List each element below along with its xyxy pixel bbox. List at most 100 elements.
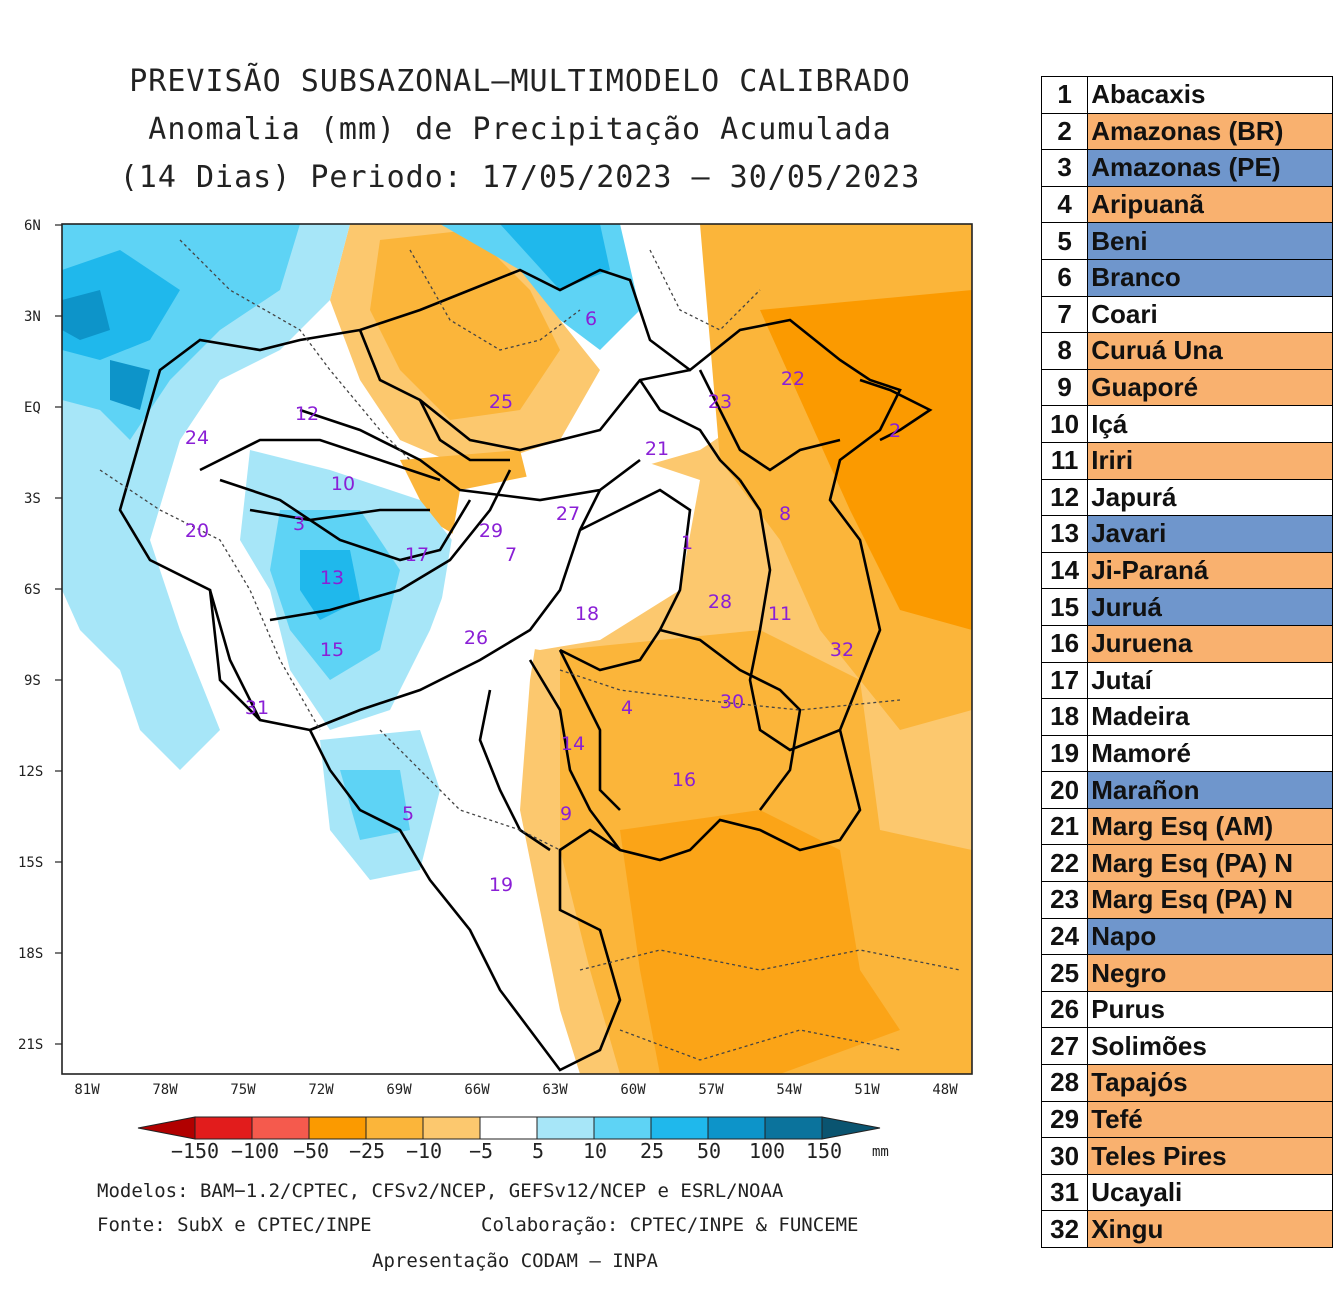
basin-name: Jutaí: [1087, 661, 1333, 700]
basin-marker: 20: [185, 520, 209, 542]
lon-label: 57W: [698, 1082, 724, 1098]
basin-number: 6: [1040, 258, 1089, 297]
map-title-line-2: Anomalia (mm) de Precipitação Acumulada: [148, 112, 892, 147]
basin-row: 2 Amazonas (BR): [1040, 112, 1333, 151]
lon-label: 78W: [152, 1082, 178, 1098]
basin-number: 1: [1040, 76, 1089, 114]
colorbar-segment: [650, 1116, 709, 1140]
basin-name: Napo: [1087, 917, 1333, 956]
basin-marker: 21: [645, 438, 669, 460]
basin-name: Teles Pires: [1087, 1137, 1333, 1175]
basin-name: Tefé: [1087, 1100, 1333, 1139]
basin-number: 7: [1040, 295, 1089, 334]
basin-name: Guaporé: [1087, 368, 1333, 407]
basin-row: 29 Tefé: [1040, 1100, 1333, 1139]
colorbar-label: −10: [406, 1139, 442, 1163]
basin-marker: 26: [464, 627, 488, 649]
colorbar-segment: [536, 1116, 595, 1140]
colorbar-label: −50: [293, 1139, 329, 1163]
basin-row: 18 Madeira: [1040, 698, 1333, 736]
map-frame: [61, 223, 973, 1075]
colorbar-segment: [137, 1116, 196, 1140]
colorbar-label: 5: [532, 1139, 544, 1163]
lat-label: 15S: [18, 855, 43, 871]
basin-name: Madeira: [1087, 698, 1333, 736]
basin-name: Curuá Una: [1087, 332, 1333, 370]
basin-number: 12: [1040, 478, 1089, 517]
basin-marker: 14: [561, 733, 585, 755]
basin-number: 4: [1040, 185, 1089, 224]
basin-row: 1 Abacaxis: [1040, 76, 1333, 114]
lat-label: 21S: [18, 1037, 43, 1053]
colorbar-label: 10: [583, 1139, 607, 1163]
basin-marker: 24: [185, 427, 209, 449]
basin-marker: 3: [293, 513, 305, 535]
basin-name: Purus: [1087, 990, 1333, 1029]
basin-marker: 18: [575, 603, 599, 625]
basin-name: Japurá: [1087, 478, 1333, 517]
lon-label: 72W: [308, 1082, 334, 1098]
lat-label: 6N: [24, 218, 41, 234]
lat-label: 12S: [18, 764, 43, 780]
basin-row: 32 Xingu: [1040, 1210, 1333, 1248]
basin-row: 12 Japurá: [1040, 478, 1333, 517]
basin-row: 3 Amazonas (PE): [1040, 149, 1333, 187]
basin-name: Marg Esq (PA) N: [1087, 881, 1333, 919]
basin-number: 31: [1040, 1173, 1089, 1212]
basin-row: 20 Marañon: [1040, 771, 1333, 809]
basin-name: Abacaxis: [1087, 76, 1333, 114]
basin-marker: 13: [320, 567, 344, 589]
basin-number: 26: [1040, 990, 1089, 1029]
basin-row: 14 Ji-Paraná: [1040, 551, 1333, 590]
basin-marker: 16: [672, 769, 696, 791]
lat-label: 3N: [24, 309, 41, 325]
lon-label: 51W: [854, 1082, 880, 1098]
basin-row: 25 Negro: [1040, 954, 1333, 992]
basin-number: 10: [1040, 405, 1089, 443]
map-title-line-1: PREVISÃO SUBSAZONAL—MULTIMODELO CALIBRAD…: [129, 64, 911, 99]
colorbar-segment: [479, 1116, 538, 1140]
basin-marker: 9: [560, 803, 572, 825]
colorbar-unit: mm: [872, 1144, 889, 1160]
basin-marker: 12: [295, 403, 319, 425]
colorbar-segment: [251, 1116, 310, 1140]
footer-collaboration: Colaboração: CPTEC/INPE & FUNCEME: [481, 1214, 859, 1236]
basin-marker: 23: [708, 391, 732, 413]
colorbar-segment: [707, 1116, 766, 1140]
basin-row: 11 Iriri: [1040, 441, 1333, 480]
basin-number: 24: [1040, 917, 1089, 956]
lat-label: 9S: [24, 673, 41, 689]
basin-name: Ucayali: [1087, 1173, 1333, 1212]
basin-row: 28 Tapajós: [1040, 1064, 1333, 1102]
basin-number: 16: [1040, 624, 1089, 663]
basin-name: Coari: [1087, 295, 1333, 334]
basin-row: 7 Coari: [1040, 295, 1333, 334]
latitude-axis: 6N 3N EQ 3S 6S 9S 12S 15S 18S 21S: [18, 218, 43, 1053]
colorbar-label: 100: [749, 1139, 785, 1163]
colorbar-segment: [194, 1116, 253, 1140]
longitude-axis: 81W 78W 75W 72W 69W 66W 63W 60W 57W 54W …: [74, 1082, 958, 1098]
colorbar-label: 150: [806, 1139, 842, 1163]
basin-name: Marg Esq (PA) N: [1087, 844, 1333, 883]
lon-label: 69W: [386, 1082, 412, 1098]
basin-name: Iriri: [1087, 441, 1333, 480]
basin-marker: 29: [479, 520, 503, 542]
basin-number: 3: [1040, 149, 1089, 187]
colorbar-segment: [593, 1116, 652, 1140]
footer-models: Modelos: BAM−1.2/CPTEC, CFSv2/NCEP, GEFS…: [97, 1180, 784, 1202]
basin-name: Javari: [1087, 515, 1333, 553]
basin-marker: 28: [708, 591, 732, 613]
colorbar-label: −25: [349, 1139, 385, 1163]
basin-row: 5 Beni: [1040, 222, 1333, 260]
basin-number: 32: [1040, 1210, 1089, 1248]
basin-marker: 1: [681, 532, 693, 554]
basin-name: Juruá: [1087, 588, 1333, 626]
basin-number: 20: [1040, 771, 1089, 809]
basin-number: 29: [1040, 1100, 1089, 1139]
basin-name: Aripuanã: [1087, 185, 1333, 224]
colorbar-label: 50: [697, 1139, 721, 1163]
basin-number: 14: [1040, 551, 1089, 590]
basin-number: 19: [1040, 734, 1089, 773]
basin-marker: 22: [781, 368, 805, 390]
basin-marker: 30: [720, 691, 744, 713]
